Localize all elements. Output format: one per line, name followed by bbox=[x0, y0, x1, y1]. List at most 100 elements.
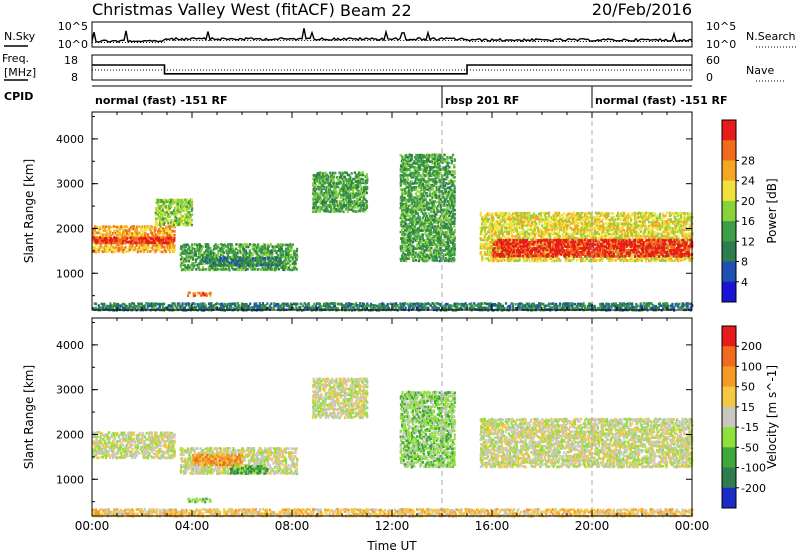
power-cell bbox=[185, 209, 188, 212]
power-cell bbox=[406, 190, 409, 193]
power-cell bbox=[421, 206, 424, 209]
power-cell bbox=[508, 224, 511, 227]
power-cell bbox=[100, 235, 103, 239]
power-cell bbox=[481, 255, 484, 258]
power-cell bbox=[253, 268, 256, 271]
power-cell bbox=[335, 176, 339, 179]
power-cell bbox=[335, 196, 338, 199]
power-cell bbox=[437, 186, 440, 190]
power-cell bbox=[223, 259, 226, 262]
power-cell bbox=[339, 196, 343, 199]
power-cell bbox=[341, 177, 344, 181]
power-cell bbox=[405, 226, 408, 230]
power-cell bbox=[483, 222, 486, 226]
power-cell bbox=[360, 185, 363, 189]
power-cell bbox=[149, 250, 152, 253]
power-cell bbox=[163, 248, 166, 252]
power-cell bbox=[416, 178, 419, 181]
power-cell bbox=[438, 202, 441, 206]
power-cell bbox=[483, 220, 487, 223]
power-cell bbox=[105, 225, 108, 228]
power-cell bbox=[427, 208, 430, 211]
power-cell bbox=[550, 259, 553, 263]
power-cell bbox=[197, 247, 200, 250]
power-cell bbox=[485, 237, 488, 240]
noise-panel-frame bbox=[91, 21, 693, 48]
power-cell bbox=[446, 234, 449, 238]
power-cell bbox=[139, 229, 143, 232]
power-cell bbox=[427, 175, 430, 179]
power-cell bbox=[331, 176, 334, 179]
power-cell bbox=[558, 234, 561, 238]
power-cell bbox=[401, 257, 404, 260]
power-cell bbox=[350, 172, 353, 175]
power-cell bbox=[510, 226, 513, 229]
power-cell bbox=[430, 219, 433, 222]
power-cell bbox=[429, 192, 432, 196]
power-cell bbox=[399, 206, 402, 210]
power-cell bbox=[345, 186, 348, 189]
power-cell bbox=[221, 259, 224, 262]
power-cell bbox=[446, 258, 449, 262]
power-cell bbox=[277, 256, 281, 260]
power-cell bbox=[442, 241, 445, 244]
power-cell bbox=[423, 175, 426, 179]
power-cell bbox=[228, 266, 231, 270]
power-cell bbox=[442, 210, 445, 213]
power-cell bbox=[176, 221, 179, 225]
power-cell bbox=[447, 250, 450, 254]
power-cell bbox=[312, 202, 315, 205]
power-cell bbox=[421, 188, 424, 192]
power-cell bbox=[420, 202, 423, 205]
power-cell bbox=[532, 238, 535, 242]
power-cell bbox=[438, 188, 441, 191]
power-cell bbox=[365, 200, 368, 203]
power-cell bbox=[536, 226, 539, 230]
power-cell bbox=[358, 195, 361, 199]
power-cell bbox=[539, 228, 542, 231]
power-cell bbox=[191, 268, 194, 271]
power-cell bbox=[438, 194, 441, 198]
power-cell bbox=[493, 228, 496, 232]
power-cell bbox=[349, 177, 352, 180]
power-cell bbox=[435, 201, 438, 204]
power-cell bbox=[193, 253, 196, 257]
power-cell bbox=[414, 157, 418, 161]
power-cell bbox=[434, 205, 437, 208]
power-cell bbox=[502, 256, 505, 260]
power-cell bbox=[412, 204, 415, 208]
power-cell bbox=[520, 218, 523, 222]
power-cell bbox=[214, 255, 217, 259]
power-cell bbox=[360, 181, 363, 184]
power-cell bbox=[424, 160, 427, 163]
power-cell bbox=[585, 212, 588, 215]
power-cell bbox=[282, 252, 285, 255]
power-cell bbox=[175, 213, 178, 216]
power-cell bbox=[423, 165, 426, 169]
power-cell bbox=[517, 214, 520, 217]
power-cell bbox=[327, 205, 330, 209]
power-cell bbox=[121, 241, 124, 245]
power-cell bbox=[489, 230, 492, 233]
power-cell bbox=[350, 181, 353, 184]
power-cell bbox=[153, 237, 157, 240]
power-cell bbox=[523, 224, 526, 227]
power-cell bbox=[364, 201, 367, 205]
power-cell bbox=[534, 233, 537, 236]
power-cell bbox=[253, 263, 256, 266]
power-cell bbox=[185, 221, 188, 224]
power-cell bbox=[273, 249, 276, 252]
power-cell bbox=[160, 206, 163, 210]
power-cell bbox=[409, 211, 412, 214]
power-cell bbox=[407, 224, 410, 228]
power-cell bbox=[166, 227, 169, 231]
power-cell bbox=[169, 225, 172, 228]
power-cell bbox=[446, 170, 449, 173]
power-cell bbox=[194, 258, 198, 261]
power-cell bbox=[239, 266, 242, 269]
power-cell bbox=[450, 161, 453, 165]
power-cell bbox=[485, 220, 488, 223]
power-cell bbox=[231, 247, 234, 251]
power-cell bbox=[430, 167, 433, 171]
power-cell bbox=[155, 246, 158, 250]
